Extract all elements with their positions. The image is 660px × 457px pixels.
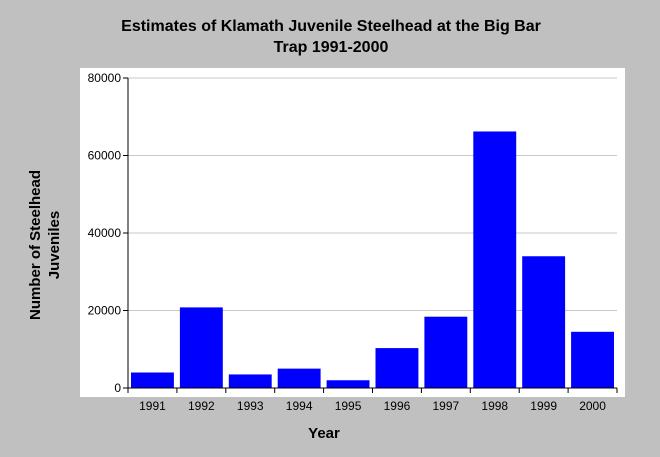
x-tick-label-1995: 1995 <box>335 399 362 413</box>
x-tick-label-1993: 1993 <box>237 399 264 413</box>
y-axis-title-line-1: Number of Steelhead <box>27 170 44 320</box>
y-tick-label: 80000 <box>88 71 122 85</box>
x-tick-label-1999: 1999 <box>530 399 557 413</box>
y-tick-label: 20000 <box>88 304 122 318</box>
bar-1993 <box>228 374 272 388</box>
y-axis-ticks: 0 20000 40000 60000 80000 <box>88 71 128 395</box>
x-tick-label-1994: 1994 <box>286 399 313 413</box>
y-axis-title-line-2: Juveniles <box>46 211 63 279</box>
bar-1992 <box>179 307 223 388</box>
bars <box>131 131 614 388</box>
x-axis-ticks: 1991 1992 1993 1994 1995 1996 1997 1998 1999 2000 <box>127 388 618 413</box>
bar-2000 <box>571 331 614 388</box>
x-tick-label-1996: 1996 <box>384 399 411 413</box>
chart-title-line-2: Trap 1991-2000 <box>274 39 389 56</box>
bar-1997 <box>424 316 468 388</box>
bar-1991 <box>131 372 174 388</box>
bar-1995 <box>326 380 370 388</box>
x-tick-label-1992: 1992 <box>188 399 215 413</box>
y-tick-label: 0 <box>114 381 121 395</box>
x-tick-label-1997: 1997 <box>432 399 459 413</box>
bar-1994 <box>277 368 321 388</box>
y-tick-label: 40000 <box>88 226 122 240</box>
x-axis-title: Year <box>308 425 340 442</box>
bar-1998 <box>473 131 517 388</box>
bar-1999 <box>522 256 566 388</box>
x-tick-label-1991: 1991 <box>139 399 166 413</box>
x-tick-label-2000: 2000 <box>579 399 606 413</box>
x-tick-label-1998: 1998 <box>481 399 508 413</box>
y-tick-label: 60000 <box>88 149 122 163</box>
y-axis-title: Number of Steelhead Juveniles <box>27 170 63 320</box>
chart-title-line-1: Estimates of Klamath Juvenile Steelhead … <box>121 18 541 35</box>
bar-1996 <box>375 348 419 388</box>
